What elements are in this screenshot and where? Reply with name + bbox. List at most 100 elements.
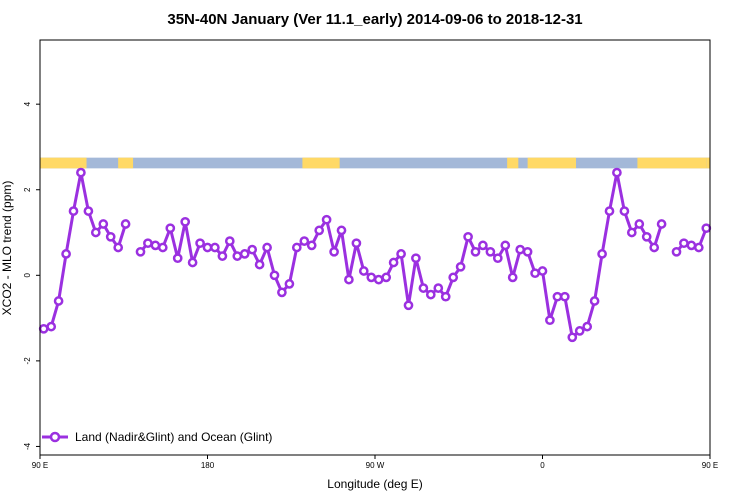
data-point	[567, 332, 578, 343]
data-point	[641, 231, 652, 242]
data-point	[455, 261, 466, 272]
data-point	[433, 283, 444, 293]
data-point	[232, 251, 243, 261]
data-point	[358, 266, 369, 276]
y-tick-label: 4	[23, 101, 32, 106]
tick-marks: 90 E 180 90 W 0 90 E -4 -2 0 2 4	[23, 101, 718, 470]
data-point	[507, 272, 518, 283]
data-point	[172, 253, 183, 264]
data-point	[418, 283, 429, 293]
data-point	[351, 238, 362, 249]
x-tick-label: 0	[540, 461, 545, 470]
data-point	[113, 242, 124, 253]
data-point	[262, 242, 272, 253]
data-point	[291, 242, 302, 253]
data-point	[165, 223, 176, 234]
data-point	[500, 240, 511, 251]
data-point	[604, 206, 615, 216]
data-point	[619, 206, 630, 216]
data-point	[314, 225, 325, 236]
land-segment	[706, 157, 710, 169]
data-point	[693, 242, 704, 253]
data-point	[76, 167, 86, 178]
data-point	[210, 242, 220, 253]
data-point	[440, 291, 451, 302]
data-point	[485, 246, 496, 257]
data-point	[90, 227, 101, 238]
data-point	[202, 242, 213, 253]
x-tick-label: 90 E	[32, 461, 48, 470]
data-point	[448, 272, 459, 283]
data-point	[38, 323, 49, 334]
legend-label: Land (Nadir&Glint) and Ocean (Glint)	[75, 430, 272, 444]
chart-title: 35N-40N January (Ver 11.1_early) 2014-09…	[167, 11, 582, 28]
data-point	[299, 236, 310, 246]
data-point	[537, 266, 548, 276]
land-segment	[637, 157, 707, 169]
data-point	[321, 214, 332, 225]
land-segment	[302, 157, 340, 169]
data-point	[143, 238, 153, 249]
land-segment	[507, 157, 519, 169]
data-point	[187, 257, 198, 268]
data-point	[679, 238, 689, 249]
data-point	[269, 270, 280, 281]
data-point	[470, 246, 481, 257]
land-segment	[40, 157, 87, 169]
data-point	[574, 326, 585, 336]
legend: Land (Nadir&Glint) and Ocean (Glint)	[42, 430, 272, 444]
data-point	[559, 291, 570, 302]
data-point	[83, 206, 94, 216]
data-point	[582, 321, 593, 332]
data-point	[120, 219, 131, 229]
data-point	[388, 257, 399, 268]
data-point	[68, 206, 79, 216]
data-point	[344, 274, 354, 285]
data-point	[403, 300, 414, 311]
data-point	[98, 219, 109, 229]
data-point	[552, 291, 563, 302]
data-point	[224, 236, 235, 246]
data-point	[522, 246, 533, 257]
data-point	[135, 246, 146, 257]
data-point	[649, 242, 660, 253]
plot-frame	[39, 39, 711, 456]
data-point	[589, 296, 600, 306]
data-point	[373, 274, 384, 285]
data-point	[239, 249, 250, 259]
data-point	[46, 321, 57, 332]
data-point	[105, 231, 116, 242]
data-point	[425, 289, 436, 300]
data-point	[396, 249, 406, 259]
y-tick-label: 0	[23, 273, 32, 278]
data-point	[277, 287, 287, 298]
data-point	[515, 244, 526, 255]
land-mask-band	[40, 157, 710, 169]
data-point	[463, 231, 473, 242]
data-point	[61, 249, 71, 259]
data-point	[195, 238, 205, 249]
data-point	[247, 244, 258, 255]
data-point	[686, 240, 697, 251]
data-point	[366, 272, 377, 283]
data-point	[306, 240, 317, 251]
y-tick-label: -4	[23, 442, 32, 450]
data-point	[336, 225, 347, 236]
y-tick-label: -2	[23, 357, 32, 365]
data-point	[656, 219, 667, 229]
data-point	[217, 251, 228, 261]
data-point	[478, 240, 488, 251]
data-point	[530, 268, 540, 279]
x-tick-label: 180	[201, 461, 215, 470]
data-point	[634, 219, 645, 229]
y-tick-label: 2	[23, 187, 32, 192]
data-point	[284, 279, 295, 289]
data-point	[597, 249, 607, 259]
data-point	[701, 223, 712, 234]
data-point	[53, 296, 64, 306]
x-tick-label: 90 E	[702, 461, 718, 470]
ocean-band	[40, 157, 710, 169]
land-segment	[118, 157, 134, 169]
data-point	[671, 246, 682, 257]
